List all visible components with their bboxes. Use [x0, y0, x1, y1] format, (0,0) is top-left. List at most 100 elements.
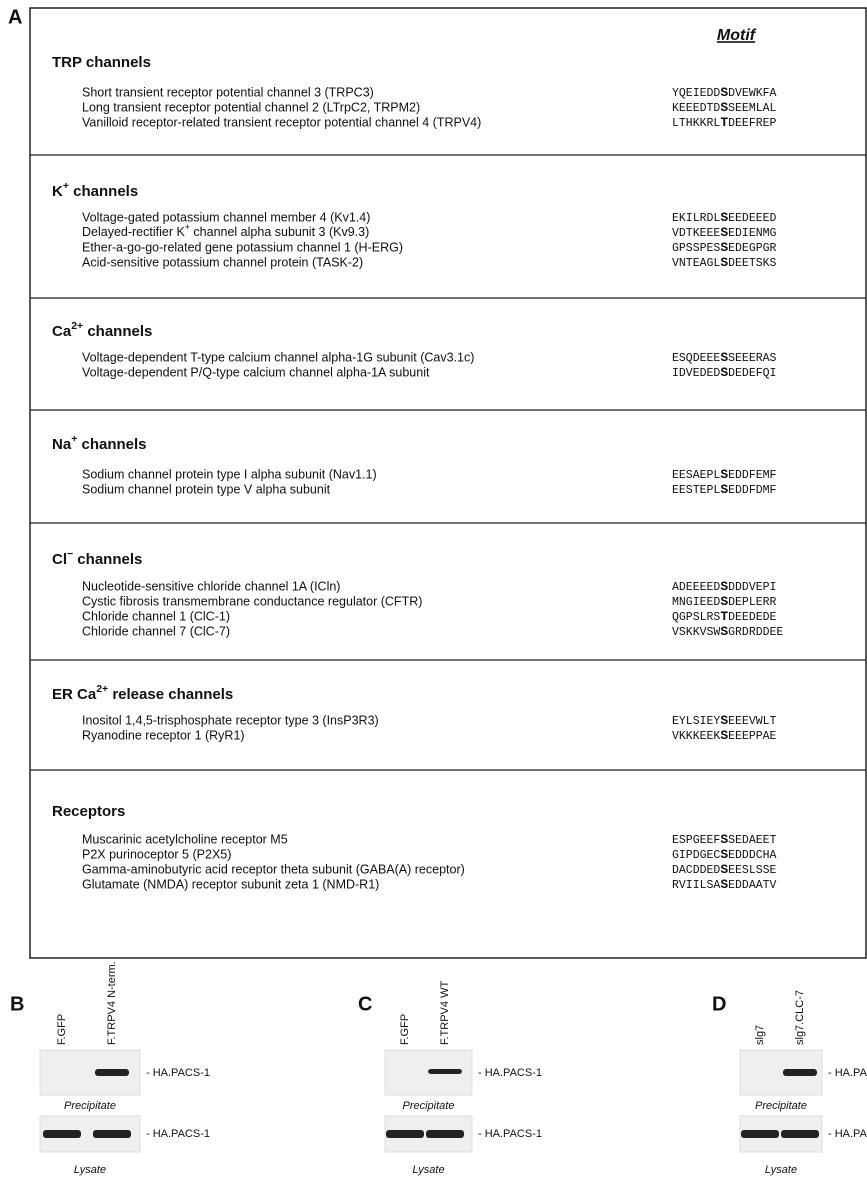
motif-part: LTHKKRL	[672, 117, 720, 130]
motif-part: ADEEEED	[672, 581, 720, 594]
superscript: 2+	[71, 320, 83, 332]
motif-part: YQEIEDD	[672, 87, 720, 100]
text-segment: channels	[83, 323, 152, 340]
motif-part: KEEEDTD	[672, 102, 720, 115]
motif: EESTEPLSEDDFDMF	[672, 482, 777, 497]
protein-name: Vanilloid receptor-related transient rec…	[82, 115, 481, 129]
phospho-site: S	[720, 832, 728, 847]
text-segment: Receptors	[52, 803, 125, 820]
band-label: - HA.PACS-1	[146, 1128, 210, 1140]
phospho-site: S	[720, 579, 728, 594]
motif-part: IDVEDED	[672, 367, 720, 380]
motif-part: EDEGPGR	[728, 242, 776, 255]
band	[741, 1130, 779, 1138]
blot-caption: Precipitate	[64, 1100, 116, 1112]
protein-name: Nucleotide-sensitive chloride channel 1A…	[82, 579, 340, 593]
section-heading: Na+ channels	[52, 433, 147, 453]
motif-part: VDTKEEE	[672, 227, 720, 240]
blot-caption: Lysate	[765, 1164, 797, 1176]
motif-part: RVIILSA	[672, 879, 720, 892]
motif-part: DEDEFQI	[728, 367, 776, 380]
blot-caption: Lysate	[412, 1164, 444, 1176]
motif-part: SEEERAS	[728, 352, 776, 365]
motif: LTHKKRLTDEEFREP	[672, 115, 777, 130]
protein-name: Ryanodine receptor 1 (RyR1)	[82, 728, 245, 742]
motif-part: GIPDGEC	[672, 849, 720, 862]
motif-part: EKILRDL	[672, 212, 720, 225]
band	[428, 1069, 462, 1074]
motif-part: EYLSIEY	[672, 715, 720, 728]
motif-part: EDDFEMF	[728, 469, 776, 482]
panel-label: B	[10, 993, 24, 1015]
motif: QGPSLRSTDEEDEDE	[672, 609, 777, 624]
text-segment: K	[52, 183, 63, 200]
motif-part: EDDAATV	[728, 879, 776, 892]
protein-name: Voltage-gated potassium channel member 4…	[82, 210, 370, 224]
motif-part: EEEVWLT	[728, 715, 776, 728]
text-segment: TRP channels	[52, 54, 151, 71]
text-segment: Cl	[52, 551, 67, 568]
motif-part: EDIENMG	[728, 227, 776, 240]
band	[95, 1069, 129, 1076]
text-segment: Na	[52, 436, 72, 453]
section-heading: ER Ca2+ release channels	[52, 683, 233, 703]
protein-name: Chloride channel 7 (ClC-7)	[82, 624, 230, 638]
lane-label: F.GFP	[399, 1014, 411, 1045]
motif: ESQDEEESSEEERAS	[672, 350, 777, 365]
motif: VKKKEEKSEEEPPAE	[672, 728, 777, 743]
motif-part: DEPLERR	[728, 596, 776, 609]
phospho-site: S	[720, 862, 728, 877]
motif-part: SEEMLAL	[728, 102, 776, 115]
phospho-site: S	[720, 467, 728, 482]
motif-part: GRDRDDEE	[728, 626, 783, 639]
motif-part: EEEPPAE	[728, 730, 776, 743]
blot-caption: Precipitate	[403, 1100, 455, 1112]
motif: EESAEPLSEDDFEMF	[672, 467, 777, 482]
text-segment: channel alpha subunit 3 (Kv9.3)	[190, 225, 369, 239]
band-label: - HA.PACS-1	[478, 1128, 542, 1140]
section-heading: Receptors	[52, 803, 125, 820]
motif-part: MNGIEED	[672, 596, 720, 609]
motif-part: EDDFDMF	[728, 484, 776, 497]
phospho-site: S	[720, 225, 728, 240]
motif: MNGIEEDSDEPLERR	[672, 594, 777, 609]
panel-label: D	[712, 993, 726, 1015]
protein-name: Glutamate (NMDA) receptor subunit zeta 1…	[82, 877, 379, 891]
motif-part: DEEFREP	[728, 117, 776, 130]
phospho-site: T	[720, 609, 728, 624]
text-segment: release channels	[108, 686, 233, 703]
text-segment: channels	[73, 551, 142, 568]
protein-name: Long transient receptor potential channe…	[82, 100, 420, 114]
motif-part: GPSSPES	[672, 242, 720, 255]
motif-header: Motif	[717, 27, 757, 44]
motif: RVIILSASEDDAATV	[672, 877, 777, 892]
protein-name: Ether-a-go-go-related gene potassium cha…	[82, 240, 403, 254]
protein-name: Voltage-dependent P/Q-type calcium chann…	[82, 365, 430, 379]
motif: ADEEEEDSDDDVEPI	[672, 579, 776, 594]
motif: VSKKVSWSGRDRDDEE	[672, 624, 783, 639]
protein-name: Inositol 1,4,5-trisphosphate receptor ty…	[82, 713, 379, 727]
motif-part: EDDDCHA	[728, 849, 776, 862]
band	[781, 1130, 819, 1138]
text-segment: Ca	[52, 323, 72, 340]
protein-name: Chloride channel 1 (ClC-1)	[82, 609, 230, 623]
band-label: - HA.PACS-1	[478, 1067, 542, 1079]
phospho-site: S	[720, 210, 728, 225]
protein-name: Delayed-rectifier K+ channel alpha subun…	[82, 222, 369, 239]
text-segment: ER Ca	[52, 686, 97, 703]
section-heading: Cl− channels	[52, 548, 142, 568]
phospho-site: S	[720, 365, 728, 380]
motif-part: EESTEPL	[672, 484, 720, 497]
phospho-site: T	[720, 115, 728, 130]
motif-part: SEDAEET	[728, 834, 776, 847]
motif-part: DACDDED	[672, 864, 720, 877]
motif-part: ESQDEEE	[672, 352, 720, 365]
phospho-site: S	[720, 594, 728, 609]
motif: KEEEDTDSSEEMLAL	[672, 100, 777, 115]
motif: VNTEAGLSDEETSKS	[672, 255, 777, 270]
band	[783, 1069, 817, 1076]
phospho-site: S	[720, 728, 728, 743]
motif: DACDDEDSEESLSSE	[672, 862, 777, 877]
phospho-site: S	[720, 85, 728, 100]
section-heading: Ca2+ channels	[52, 320, 152, 340]
